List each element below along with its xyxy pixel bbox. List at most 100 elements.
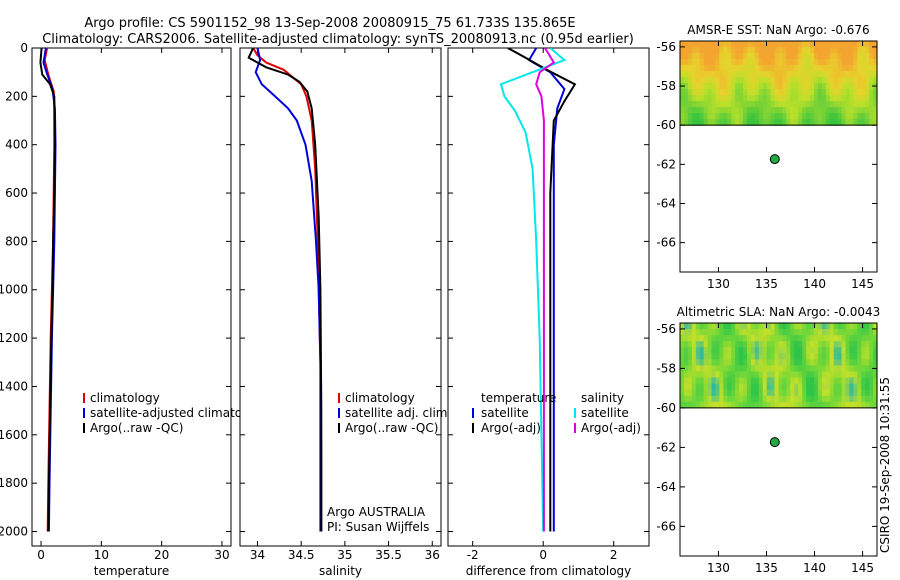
map-field-cell [735,383,740,391]
map-field-cell [813,113,819,120]
map-field-cell [691,71,697,78]
map-field-cell [806,83,811,90]
map-field-cell [794,329,799,336]
map-field-cell [813,95,819,102]
map-field-cell [865,71,870,78]
map-field-cell [865,341,870,348]
map-field-cell [790,71,795,78]
map-field-cell [810,341,815,348]
map-field-cell [687,335,693,342]
map-field-cell [782,353,787,360]
map-field-cell [715,83,720,90]
map-field-cell [727,95,732,102]
map-field-cell [766,383,772,391]
map-field-cell [821,353,827,360]
map-field-cell [841,329,847,336]
map-field-cell [719,107,724,114]
map-field-cell [865,107,870,114]
plot-frame [447,47,650,547]
map-field-cell [802,365,807,373]
map-field-cell [735,389,740,397]
map-field-cell [845,347,851,354]
map-field-cell [837,107,843,114]
map-field-cell [683,47,689,54]
map-field-cell [715,347,720,354]
map-field-cell [746,101,752,108]
map-field-cell [699,83,705,90]
map-field-cell [774,53,780,60]
map-field-cell [758,119,764,126]
map-field-cell [746,395,752,403]
map-field-cell [790,77,795,84]
map-field-cell [782,101,787,108]
map-field-cell [845,365,851,373]
map-field-cell [853,71,858,78]
map-field-cell [782,113,787,120]
map-field-cell [794,377,799,385]
map-field-cell [719,401,724,409]
map-field-cell [719,389,724,397]
map-field-cell [750,347,756,354]
map-field-cell [849,107,854,114]
map-panel-amsre_sst: AMSR-E SST: NaN Argo: -0.676 130 135 140 145… [656,23,878,291]
map-field-cell [798,119,803,126]
map-field-cell [825,389,831,397]
map-field-cell [865,347,870,354]
map-field-cell [699,65,705,72]
map-field-cell [746,119,752,126]
map-field-cell [833,59,839,66]
y-tick-label: -56 [656,40,676,54]
map-field-cell [743,341,748,348]
map-field-cell [695,359,701,367]
map-field-cell [723,77,728,84]
map-field-cell [774,71,780,78]
y-tick-label: -64 [656,480,676,494]
map-field-cell [746,77,752,84]
map-field-cell [703,329,709,336]
map-field-cell [727,401,732,409]
map-field-cell [825,371,831,379]
map-field-cell [817,341,823,348]
map-field-cell [695,383,701,391]
map-field-cell [841,389,847,397]
y-tick-label: -66 [656,519,676,533]
map-field-cell [813,335,819,342]
map-field-cell [821,377,827,385]
map-field-cell [849,83,854,90]
map-field-cell [715,359,720,367]
map-field-cell [707,359,713,367]
map-field-cell [829,71,835,78]
map-field-cell [833,335,839,342]
map-field-cell [857,113,862,120]
map-field-cell [770,77,776,84]
map-field-cell [680,329,685,336]
map-field-cell [687,323,693,330]
map-field-cell [778,335,784,342]
map-field-cell [727,119,732,126]
map-field-cell [750,89,756,96]
map-field-cell [715,65,720,72]
map-field-cell [802,383,807,391]
map-field-cell [861,113,866,120]
map-field-cell [810,371,815,379]
map-field-cell [707,401,713,409]
map-field-cell [739,89,744,96]
map-field-cell [699,119,705,126]
map-field-cell [841,371,847,379]
map-field-cell [680,59,685,66]
map-field-cell [778,377,784,385]
map-field-cell [766,323,772,330]
map-field-cell [699,95,705,102]
map-field-cell [746,59,752,66]
map-field-cell [687,377,693,385]
side-timestamp: CSIRO 19-Sep-2008 10:31:55 [878,377,892,553]
map-field-cell [739,341,744,348]
map-field-cell [711,41,717,48]
y-tick-label: 200 [5,89,28,103]
map-field-cell [782,377,787,385]
map-field-cell [786,95,791,102]
map-field-cell [707,329,713,336]
map-field-cell [731,377,736,385]
map-field-cell [837,89,843,96]
map-field-cell [774,47,780,54]
